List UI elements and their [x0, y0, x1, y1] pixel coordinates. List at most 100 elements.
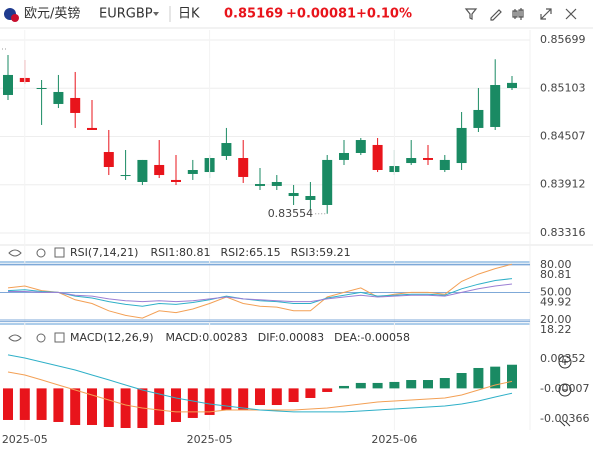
y-tick-label: 80.81 [540, 268, 572, 281]
candle-body [238, 158, 249, 177]
indicator-line [8, 283, 513, 303]
macd-bar [490, 366, 501, 389]
macd-bar [305, 388, 316, 398]
settings-icon[interactable] [36, 333, 46, 343]
expand-icon[interactable] [540, 8, 552, 20]
zoom-out[interactable] [558, 383, 572, 397]
panel-title: RSI(7,14,21) [70, 246, 138, 259]
macd-bar [53, 388, 64, 422]
box-icon[interactable] [54, 332, 65, 343]
macd-bar [154, 388, 165, 425]
macd-bar [204, 388, 215, 415]
y-tick-label: 50.00 [540, 285, 572, 298]
legend-entry: DEA:-0.00058 [334, 331, 410, 344]
candle-body [322, 159, 333, 206]
macd-bar [36, 388, 47, 420]
candle-body [187, 170, 198, 174]
eye-icon[interactable] [8, 249, 22, 257]
period[interactable]: 日K [178, 7, 200, 22]
candle-body [473, 109, 484, 128]
legend-entry: RSI2:65.15 [221, 246, 281, 259]
y-tick-label: -0.00007 [540, 382, 589, 395]
macd-bar [423, 380, 433, 389]
candle-body [171, 179, 181, 182]
change-pct: +0.10% [356, 7, 412, 22]
settings-icon[interactable] [36, 248, 46, 258]
candle-body [70, 97, 81, 113]
indicator-line [7, 354, 513, 413]
toolbar [464, 8, 577, 21]
y-tick-label: 0.85103 [540, 81, 586, 94]
indicator-line [7, 263, 513, 319]
macd-bar [271, 388, 282, 406]
candle-body [288, 193, 299, 197]
filter-icon[interactable] [464, 8, 478, 20]
legend-entry: RSI3:59.21 [291, 246, 351, 259]
macd-bar [507, 364, 517, 389]
candle-body [305, 196, 316, 200]
panel-title: MACD(12,26,9) [70, 331, 154, 344]
change: +0.00081 [286, 7, 356, 22]
candle-body [372, 144, 383, 171]
candle-body [137, 159, 148, 182]
indicator-line [7, 278, 513, 307]
candle-body [423, 158, 433, 160]
candle-icon[interactable] [512, 8, 524, 20]
symbol[interactable]: EURGBP [99, 7, 153, 22]
dropdown-icon[interactable] [153, 12, 159, 16]
candle-body [456, 127, 467, 164]
candle-body [36, 88, 47, 90]
panel-icons [8, 247, 65, 343]
macd-bar [372, 382, 383, 389]
box-icon[interactable] [54, 247, 65, 258]
candle-body [271, 181, 282, 186]
macd-bar [238, 388, 249, 410]
y-tick-label: 0.84507 [540, 130, 586, 143]
macd-bar [70, 388, 81, 425]
x-tick-label: 2025-05 [2, 433, 48, 446]
y-tick-label: 20.00 [540, 313, 572, 326]
macd-bar [389, 381, 400, 389]
candle-body [3, 74, 13, 95]
y-tick-label: 80.00 [540, 258, 572, 271]
y-tick-label: 0.85699 [540, 33, 586, 46]
candle-body [490, 85, 501, 127]
min-annotation: 0.83554 [268, 207, 314, 220]
legend-entry: RSI1:80.81 [150, 246, 210, 259]
macd-bar [221, 388, 232, 410]
macd-bar [322, 388, 333, 392]
candle-body [221, 143, 232, 156]
y-tick-label: 49.92 [540, 295, 572, 308]
price: 0.85169 [224, 7, 283, 22]
macd-bar [120, 388, 131, 428]
macd-bar [456, 372, 467, 389]
close-icon[interactable] [565, 8, 577, 20]
zoom-icons [558, 355, 572, 427]
symbol-name: 欧元/英镑 [24, 6, 80, 22]
y-tick-label: 0.83912 [540, 178, 586, 191]
candle-body [339, 152, 349, 160]
nav-icon[interactable] [559, 420, 571, 427]
eye-icon[interactable] [8, 334, 22, 342]
candle-body [154, 164, 165, 176]
zoom-in[interactable] [558, 355, 572, 369]
candle-body [406, 158, 417, 164]
y-tick-label: 0.83316 [540, 226, 586, 239]
macd-bar [406, 380, 417, 389]
macd-bar [187, 388, 198, 418]
macd-bar [339, 385, 349, 389]
macd-bar [355, 382, 366, 389]
candle-body [355, 140, 366, 153]
flag-icon [11, 14, 19, 22]
macd-bar [19, 388, 30, 420]
macd-bar [439, 378, 450, 389]
y-tick-label: 18.22 [540, 323, 572, 336]
draw-icon[interactable] [490, 9, 502, 21]
y-tick-label: -0.00366 [540, 412, 589, 425]
zoom-in[interactable] [562, 359, 568, 365]
x-tick-label: 2025-05 [187, 433, 233, 446]
macd-bar [473, 367, 484, 389]
candle-body [53, 91, 64, 104]
macd-bar [288, 388, 299, 403]
